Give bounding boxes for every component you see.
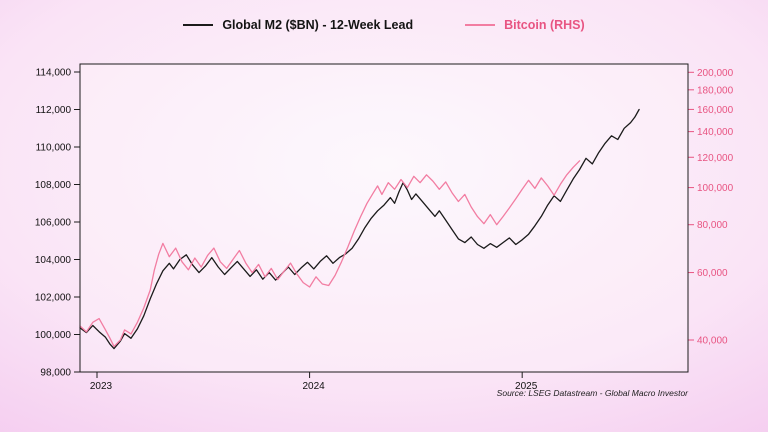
svg-text:120,000: 120,000 <box>697 153 734 164</box>
m2-line-swatch <box>183 24 214 26</box>
svg-text:2024: 2024 <box>302 381 325 392</box>
m2-legend-label: Global M2 ($BN) - 12-Week Lead <box>222 18 414 32</box>
svg-text:200,000: 200,000 <box>697 68 734 79</box>
bitcoin-legend-label: Bitcoin (RHS) <box>504 18 585 32</box>
svg-text:80,000: 80,000 <box>697 220 728 231</box>
right-axis: 40,000 60,000 80,000 100,000 120,000 140,000 1… <box>688 68 734 347</box>
svg-text:110,000: 110,000 <box>36 143 72 154</box>
legend-item-bitcoin: Bitcoin (RHS) <box>465 18 585 32</box>
x-axis: 2023 2024 2025 <box>90 372 538 392</box>
bitcoin-series-line <box>79 160 581 348</box>
svg-text:160,000: 160,000 <box>697 105 734 116</box>
svg-text:98,000: 98,000 <box>40 368 71 379</box>
svg-text:106,000: 106,000 <box>35 218 72 229</box>
legend-item-m2: Global M2 ($BN) - 12-Week Lead <box>183 18 413 32</box>
source-note: Source: LSEG Datastream - Global Macro I… <box>496 388 688 398</box>
svg-text:140,000: 140,000 <box>697 127 734 138</box>
svg-text:2023: 2023 <box>90 381 113 392</box>
plot-border <box>79 63 689 373</box>
svg-text:40,000: 40,000 <box>697 336 728 347</box>
left-axis: 98,000 100,000 102,000 104,000 106,000 108,00… <box>35 68 80 379</box>
plot-area <box>80 64 688 372</box>
svg-text:112,000: 112,000 <box>36 105 72 116</box>
svg-text:114,000: 114,000 <box>36 68 72 79</box>
svg-text:102,000: 102,000 <box>35 293 72 304</box>
svg-text:100,000: 100,000 <box>697 183 734 194</box>
svg-text:104,000: 104,000 <box>35 255 72 266</box>
svg-text:2025: 2025 <box>515 381 538 392</box>
m2-series-line <box>79 108 640 350</box>
chart-legend: Global M2 ($BN) - 12-Week Lead Bitcoin (… <box>0 18 768 32</box>
svg-text:108,000: 108,000 <box>35 180 72 191</box>
svg-text:60,000: 60,000 <box>697 268 728 279</box>
bitcoin-line-swatch <box>465 24 496 26</box>
svg-text:180,000: 180,000 <box>697 85 734 96</box>
svg-text:100,000: 100,000 <box>35 330 72 341</box>
